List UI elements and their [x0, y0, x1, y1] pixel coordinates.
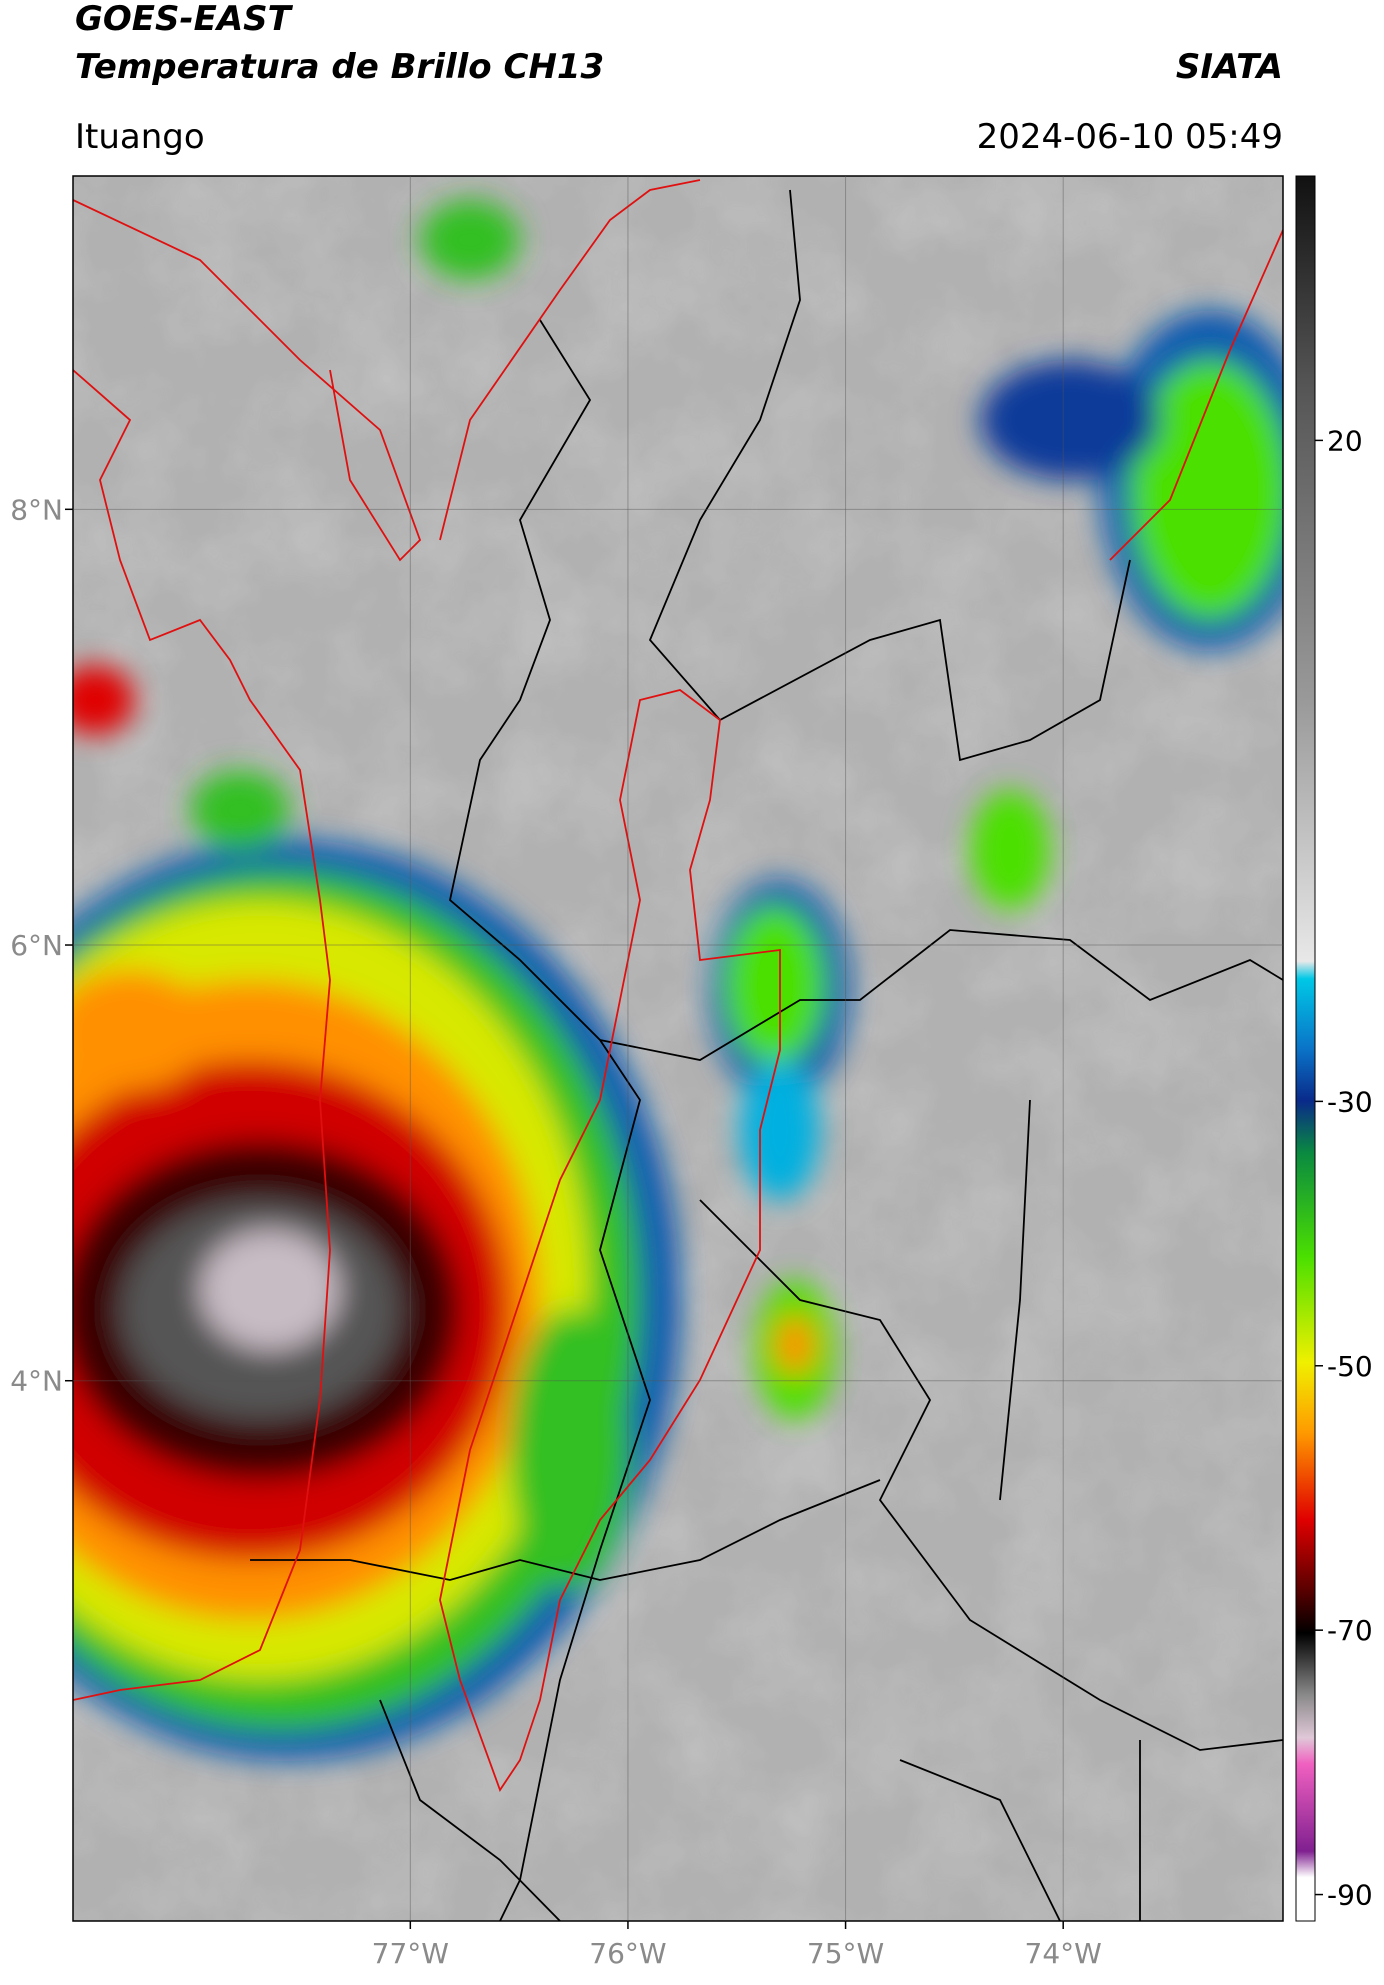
- colorbar: [1295, 175, 1316, 1922]
- title-line2: Temperatura de Brillo CH13: [75, 47, 604, 87]
- x-tick-label: 77°W: [372, 1937, 449, 1970]
- datetime: 2024-06-10 05:49: [977, 117, 1283, 157]
- y-tick-label: 8°N: [10, 493, 63, 526]
- x-tick-label: 74°W: [1025, 1937, 1102, 1970]
- title-line1: GOES-EAST: [75, 0, 294, 39]
- y-tick-label: 6°N: [10, 929, 63, 962]
- colorbar-tick-label: -50: [1327, 1350, 1373, 1383]
- location: Ituango: [75, 117, 205, 157]
- colorbar-tick-label: -90: [1327, 1879, 1373, 1912]
- colorbar-tick-label: -70: [1327, 1614, 1373, 1647]
- colorbar-tick-label: 20: [1327, 424, 1363, 457]
- ticks: 77°W 76°W 75°W 74°W 8°N 6°N 4°N 20 -30 -50 -70 -90: [10, 176, 1373, 1970]
- colorbar-tick-label: -30: [1327, 1085, 1373, 1118]
- organization: SIATA: [1176, 47, 1283, 87]
- satellite-image: [73, 176, 1283, 1921]
- x-tick-label: 76°W: [589, 1937, 666, 1970]
- map-frame: [72, 175, 1284, 1922]
- x-tick-label: 75°W: [807, 1937, 884, 1970]
- y-tick-label: 4°N: [10, 1365, 63, 1398]
